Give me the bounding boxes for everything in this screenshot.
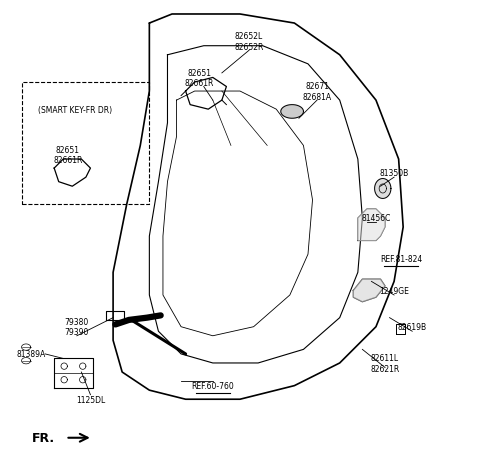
Text: 81389A: 81389A — [17, 349, 46, 359]
Text: 1249GE: 1249GE — [379, 286, 409, 295]
Text: 81350B: 81350B — [380, 169, 409, 178]
Text: 82619B: 82619B — [397, 323, 427, 332]
Text: 82652L
82652R: 82652L 82652R — [234, 32, 264, 52]
Text: FR.: FR. — [32, 431, 55, 444]
Text: (SMART KEY-FR DR): (SMART KEY-FR DR) — [37, 106, 112, 114]
Text: 79380
79390: 79380 79390 — [65, 317, 89, 337]
Text: 1125DL: 1125DL — [76, 395, 105, 404]
Text: 81456C: 81456C — [361, 214, 391, 223]
Polygon shape — [281, 106, 303, 119]
Text: 82651
82661R: 82651 82661R — [53, 146, 83, 165]
Polygon shape — [358, 209, 385, 241]
Text: 82671
82681A: 82671 82681A — [302, 82, 332, 101]
Text: 82651
82661R: 82651 82661R — [184, 69, 214, 88]
Polygon shape — [353, 279, 385, 302]
Bar — [23, 83, 149, 205]
Polygon shape — [374, 179, 391, 199]
Text: REF.60-760: REF.60-760 — [192, 381, 234, 390]
Text: 82611L
82621R: 82611L 82621R — [371, 354, 400, 373]
Text: REF.81-824: REF.81-824 — [380, 255, 422, 263]
